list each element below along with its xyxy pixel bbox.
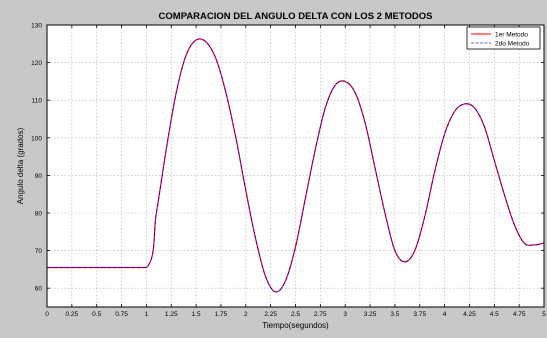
legend-label-2do-metodo: 2do Metodo (495, 40, 530, 47)
x-tick-label: 3 (343, 311, 347, 318)
x-tick-label: 0.25 (66, 311, 79, 318)
legend: 1er Metodo 2do Metodo (467, 27, 540, 49)
x-tick-label: 2.25 (264, 311, 277, 318)
x-tick-label: 4 (443, 311, 447, 318)
x-tick-label: 2.75 (314, 311, 327, 318)
x-tick-label: 2.5 (291, 311, 300, 318)
x-tick-label: 1.25 (165, 311, 178, 318)
y-axis-label: Angulo delta (grados) (16, 127, 25, 204)
x-tick-label: 0 (45, 311, 49, 318)
x-tick-label: 4.25 (463, 311, 476, 318)
chart-title: COMPARACION DEL ANGULO DELTA CON LOS 2 M… (159, 11, 433, 22)
y-tick-label: 80 (35, 211, 43, 218)
y-tick-label: 60 (35, 286, 43, 293)
x-tick-label: 0.5 (92, 311, 101, 318)
y-tick-label: 100 (31, 135, 42, 142)
legend-label-1er-metodo: 1er Metodo (495, 31, 528, 38)
x-tick-label: 3.75 (413, 311, 426, 318)
x-tick-label: 1 (145, 311, 149, 318)
y-tick-label: 90 (35, 173, 43, 180)
y-tick-label: 110 (32, 98, 43, 105)
x-tick-label: 2 (244, 311, 248, 318)
x-tick-label: 3.5 (390, 311, 399, 318)
x-tick-label: 3.25 (364, 311, 377, 318)
y-tick-label: 130 (31, 23, 42, 30)
x-tick-label: 4.75 (513, 311, 526, 318)
x-tick-label: 5 (542, 311, 546, 318)
y-tick-label: 120 (31, 60, 42, 67)
x-tick-label: 1.75 (215, 311, 228, 318)
x-axis-label: Tiempo(segundos) (262, 321, 329, 330)
y-tick-label: 70 (35, 248, 43, 255)
x-tick-label: 0.75 (115, 311, 128, 318)
x-tick-label: 1.5 (192, 311, 201, 318)
x-tick-label: 4.5 (490, 311, 499, 318)
